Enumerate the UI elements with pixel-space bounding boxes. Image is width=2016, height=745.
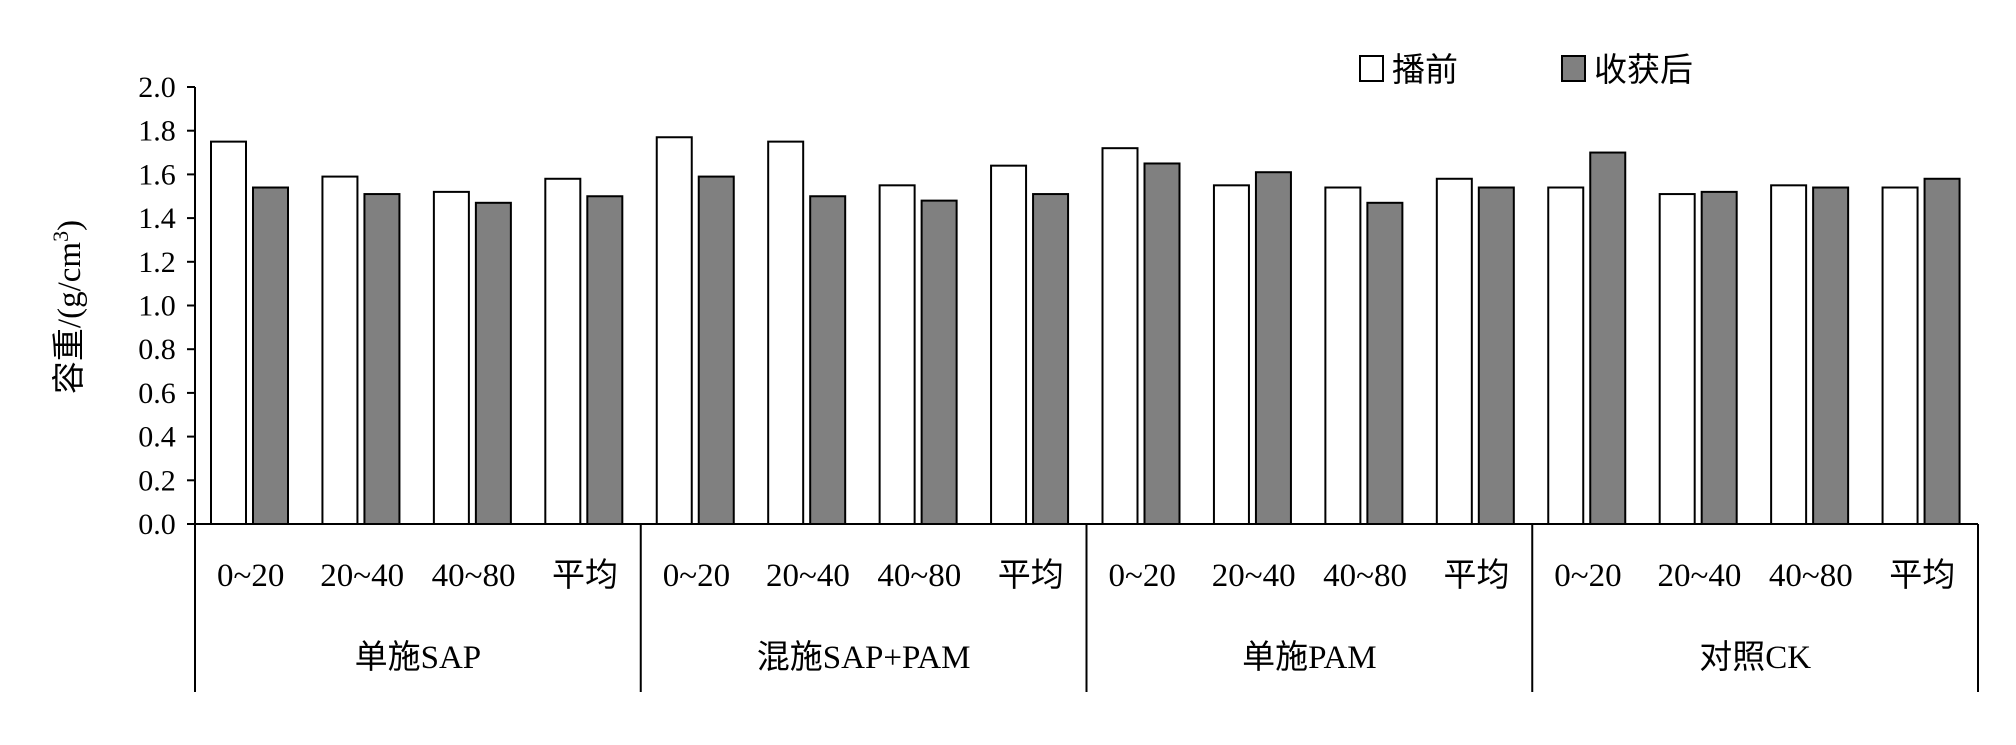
bar-pre-sowing xyxy=(1881,186,1919,525)
legend-swatch xyxy=(1359,55,1384,82)
y-axis-label-main: 容重/(g/cm xyxy=(51,242,88,394)
x-group-label: 单施SAP xyxy=(355,639,482,676)
y-tick-label: 0.2 xyxy=(138,464,176,497)
legend: 播前 收获后 xyxy=(1359,52,1693,89)
y-tick-label: 1.6 xyxy=(138,158,176,191)
x-tick-label: 0~20 xyxy=(1109,558,1176,594)
bar-pre-sowing xyxy=(321,175,359,526)
bar-post-harvest xyxy=(920,199,958,525)
y-tick-label: 1.4 xyxy=(138,202,176,235)
y-axis-label-close: ) xyxy=(52,220,88,231)
x-tick-label: 平均 xyxy=(1444,557,1510,594)
bar-post-harvest xyxy=(1700,190,1738,525)
bar-pre-sowing xyxy=(1547,186,1585,525)
bar-post-harvest xyxy=(586,195,624,525)
bar-post-harvest xyxy=(1254,171,1292,525)
x-tick-label: 0~20 xyxy=(663,558,730,594)
x-group-label: 对照CK xyxy=(1699,639,1811,676)
bar-post-harvest xyxy=(474,201,512,525)
plot-area: 0.0 0.2 0.4 0.6 0.8 1.0 1.2 1.4 1.6 1.8 2.0 0~20 20~… xyxy=(138,71,1979,692)
bar-post-harvest xyxy=(1032,193,1070,525)
bar-pre-sowing xyxy=(210,140,247,525)
bar-post-harvest xyxy=(1812,186,1850,525)
x-group-label: 混施SAP+PAM xyxy=(757,639,971,676)
bar-pre-sowing xyxy=(1770,184,1808,525)
x-tick-label: 平均 xyxy=(998,557,1064,594)
bar-post-harvest xyxy=(1589,151,1627,526)
legend-label: 收获后 xyxy=(1594,52,1693,89)
bar-post-harvest xyxy=(697,175,735,526)
y-tick-label: 0.0 xyxy=(138,508,176,541)
y-tick-label: 0.8 xyxy=(138,333,176,366)
y-axis-label: 容重/(g/cm3) xyxy=(48,220,88,394)
legend-label: 播前 xyxy=(1392,52,1458,89)
bar-post-harvest xyxy=(1477,186,1515,525)
y-tick-label: 0.4 xyxy=(138,421,176,454)
y-tick-label: 2.0 xyxy=(138,71,176,104)
bar-pre-sowing xyxy=(1101,147,1139,525)
bar-pre-sowing xyxy=(655,136,693,525)
x-tick-label: 20~40 xyxy=(1212,558,1296,594)
bar-post-harvest xyxy=(809,195,847,525)
x-tick-label: 平均 xyxy=(552,557,618,594)
x-tick-label: 平均 xyxy=(1889,557,1955,594)
bar-pre-sowing xyxy=(1324,186,1362,525)
bar-pre-sowing xyxy=(990,164,1028,525)
x-tick-label: 0~20 xyxy=(1554,558,1621,594)
x-tick-label: 20~40 xyxy=(766,558,850,594)
bar-pre-sowing xyxy=(544,177,582,526)
y-tick-label: 0.6 xyxy=(138,377,176,410)
bar-pre-sowing xyxy=(1658,193,1696,525)
bar-post-harvest xyxy=(363,193,401,525)
bar-pre-sowing xyxy=(1435,177,1473,526)
bar-post-harvest xyxy=(1366,201,1404,525)
y-tick-label: 1.8 xyxy=(138,115,176,148)
x-tick-label: 40~80 xyxy=(432,558,516,594)
y-tick-label: 1.0 xyxy=(138,290,176,323)
x-tick-label: 40~80 xyxy=(1769,558,1853,594)
bar-pre-sowing xyxy=(878,184,916,525)
x-tick-label: 40~80 xyxy=(877,558,961,594)
x-tick-label: 40~80 xyxy=(1323,558,1407,594)
y-tick-label: 1.2 xyxy=(138,246,176,279)
bar-post-harvest xyxy=(1923,177,1961,526)
x-tick-label: 20~40 xyxy=(1657,558,1741,594)
y-axis-label-superscript: 3 xyxy=(48,231,73,242)
x-group-label: 单施PAM xyxy=(1242,639,1377,676)
bar-post-harvest xyxy=(1143,162,1181,525)
x-tick-label: 20~40 xyxy=(320,558,404,594)
bar-post-harvest xyxy=(252,186,289,525)
legend-swatch xyxy=(1561,55,1586,82)
bar-pre-sowing xyxy=(432,190,470,525)
bar-pre-sowing xyxy=(767,140,805,525)
x-tick-label: 0~20 xyxy=(217,558,284,594)
bar-pre-sowing xyxy=(1212,184,1250,525)
